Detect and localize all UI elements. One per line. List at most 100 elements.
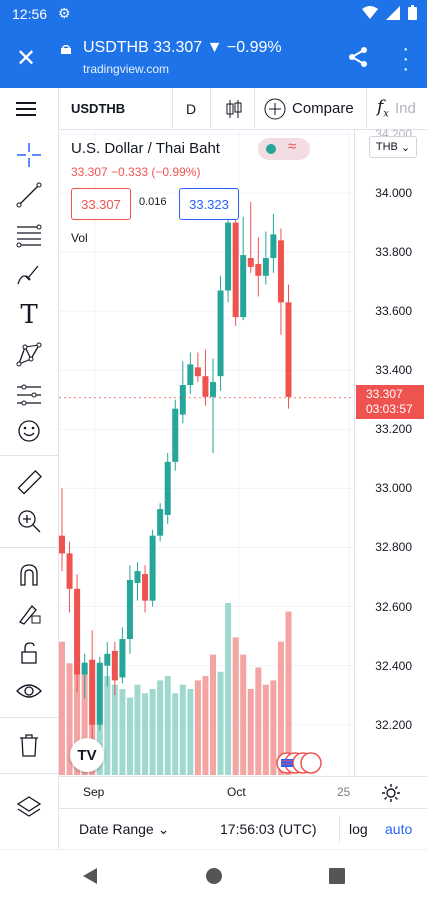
zoom-in-icon[interactable] — [15, 507, 43, 535]
candle-body[interactable] — [157, 509, 164, 536]
candle-body[interactable] — [96, 662, 103, 725]
candle-body[interactable] — [119, 639, 126, 678]
auto-scale-toggle[interactable]: auto — [385, 821, 413, 837]
price-tick-label: 33.600 — [375, 304, 412, 319]
candle-body[interactable] — [194, 367, 201, 377]
candle-body[interactable] — [232, 222, 239, 318]
browser-bar: ✕ USDTHB 33.307 ▼ −0.99% tradingview.com… — [0, 30, 427, 88]
trash-icon[interactable] — [15, 731, 43, 759]
candle-body[interactable] — [126, 579, 133, 640]
candle-body[interactable] — [262, 258, 269, 276]
settings-icon: ⚙ — [58, 5, 71, 21]
candle-body[interactable] — [59, 535, 65, 554]
ruler-icon[interactable] — [15, 469, 43, 497]
lock-icon — [61, 45, 71, 54]
symbol-button[interactable]: USDTHB — [71, 101, 126, 116]
candle-body[interactable] — [225, 222, 232, 291]
crosshair-icon[interactable] — [15, 141, 43, 169]
chart-settings-gear-icon[interactable] — [381, 783, 401, 803]
price-axis[interactable]: 34.200 34.000 33.800 33.600 33.400 33.200 33.0… — [354, 127, 427, 776]
time-label-sep: Sep — [83, 785, 105, 799]
compare-label: Compare — [292, 100, 354, 117]
market-status-toggle[interactable]: ≈ — [258, 138, 310, 160]
volume-bar — [285, 611, 292, 775]
more-menu-icon[interactable]: · · · — [402, 38, 409, 80]
bottom-bar: Date Range ⌄ 17:56:03 (UTC) log auto — [59, 808, 427, 850]
volume-bar — [66, 663, 73, 775]
volume-bar — [202, 676, 209, 775]
time-axis[interactable]: Sep Oct 25 — [59, 776, 427, 809]
brush-icon[interactable] — [15, 261, 43, 289]
candle-body[interactable] — [164, 461, 171, 515]
volume-bar — [217, 671, 224, 775]
candle-body[interactable] — [74, 588, 81, 675]
indicators-button[interactable]: fx Ind — [377, 88, 416, 129]
candle-body[interactable] — [202, 376, 209, 397]
candle-body[interactable] — [285, 302, 292, 397]
lock-drawings-icon[interactable] — [15, 599, 43, 627]
candle-body[interactable] — [149, 535, 156, 601]
candle-body[interactable] — [247, 258, 254, 267]
candle-body[interactable] — [255, 263, 262, 276]
signal-icon — [386, 5, 400, 20]
battery-icon — [408, 5, 417, 20]
price-tick-label: 32.200 — [375, 717, 412, 732]
candle-body[interactable] — [210, 382, 216, 397]
prediction-icon[interactable] — [15, 381, 43, 409]
symbol-description: U.S. Dollar / Thai Baht — [71, 140, 220, 157]
drawing-tools-panel: T — [0, 129, 59, 849]
candle-body[interactable] — [89, 659, 96, 725]
candle-style-icon[interactable] — [224, 88, 244, 129]
event-flags-icon[interactable] — [276, 752, 324, 774]
text-icon[interactable]: T — [20, 300, 38, 330]
candle-body[interactable] — [172, 408, 179, 462]
home-icon[interactable] — [205, 867, 223, 885]
emoji-icon[interactable] — [15, 417, 43, 445]
function-icon: fx — [377, 97, 389, 120]
date-range-button[interactable]: Date Range ⌄ — [79, 821, 170, 837]
interval-button[interactable]: D — [186, 100, 197, 117]
menu-icon[interactable] — [16, 88, 36, 129]
pattern-icon[interactable] — [15, 341, 43, 369]
compare-button[interactable]: Compare — [264, 88, 354, 129]
price-tick-label: 32.600 — [375, 599, 412, 614]
fib-retracement-icon[interactable] — [15, 221, 43, 249]
candle-body[interactable] — [277, 240, 284, 303]
price-tick-label: 33.000 — [375, 481, 412, 496]
volume-bar — [270, 680, 277, 775]
close-icon[interactable]: ✕ — [16, 45, 37, 72]
volume-bar — [111, 684, 118, 775]
candle-body[interactable] — [66, 553, 73, 589]
candle-body[interactable] — [134, 571, 141, 583]
candle-body[interactable] — [104, 653, 111, 666]
recents-icon[interactable] — [329, 868, 345, 884]
candle-body[interactable] — [217, 290, 224, 377]
back-icon[interactable] — [82, 867, 98, 885]
candle-body[interactable] — [81, 662, 88, 675]
candle-body[interactable] — [187, 364, 194, 386]
share-icon[interactable] — [347, 46, 369, 68]
currency-selector[interactable]: THB ⌄ — [369, 136, 417, 158]
buy-button[interactable]: 33.323 — [179, 188, 239, 220]
eye-icon[interactable] — [15, 677, 43, 705]
candle-body[interactable] — [240, 255, 247, 318]
volume-bar — [247, 689, 254, 775]
candle-body[interactable] — [179, 385, 186, 415]
price-change: 33.307 −0.333 (−0.99%) — [71, 165, 201, 179]
volume-bar — [104, 676, 111, 775]
candle-body[interactable] — [142, 574, 149, 601]
last-price: 33.307 — [366, 387, 403, 401]
candle-body[interactable] — [270, 234, 277, 259]
sell-button[interactable]: 33.307 — [71, 188, 131, 220]
price-tick-label: 33.200 — [375, 422, 412, 437]
tradingview-logo[interactable]: TV — [70, 738, 104, 772]
magnet-icon[interactable] — [15, 561, 43, 589]
volume-bar — [149, 689, 156, 775]
utc-clock[interactable]: 17:56:03 (UTC) — [220, 821, 317, 837]
trendline-icon[interactable] — [15, 181, 43, 209]
candle-body[interactable] — [111, 650, 118, 681]
market-open-dot — [266, 144, 276, 154]
layers-icon[interactable] — [15, 793, 43, 821]
log-scale-toggle[interactable]: log — [349, 821, 368, 837]
unlock-icon[interactable] — [15, 639, 43, 667]
